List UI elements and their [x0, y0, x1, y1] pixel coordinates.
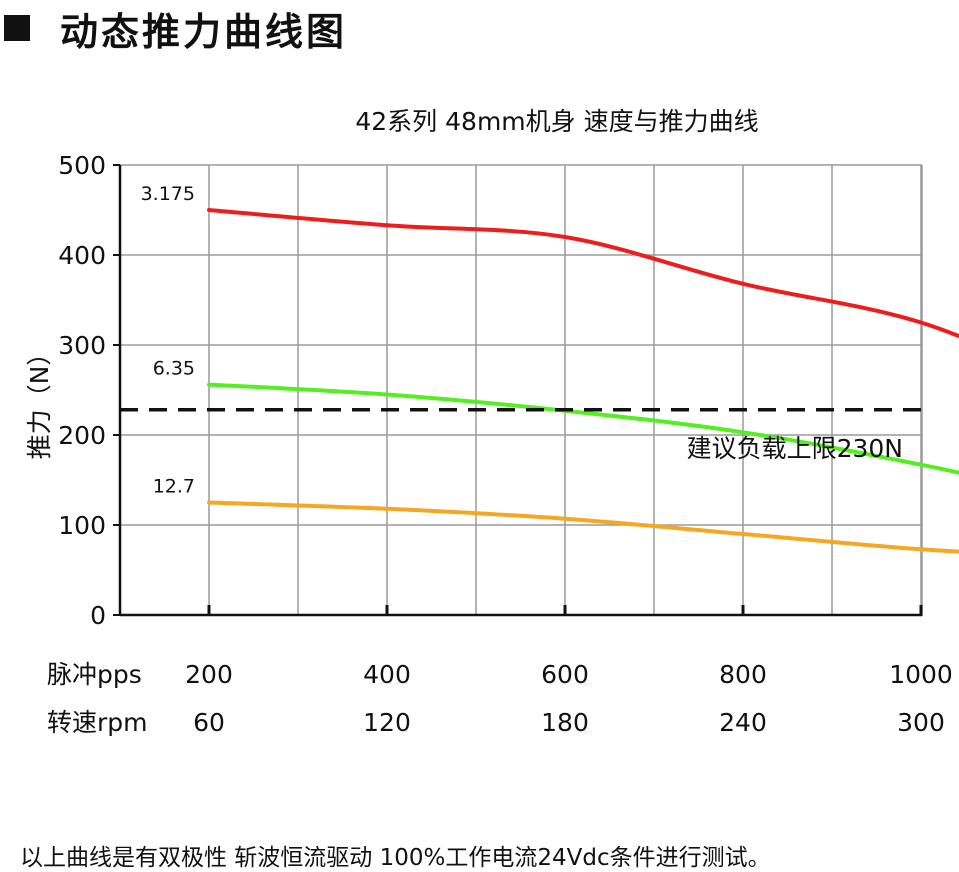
series-label-3: 12.7 [153, 476, 195, 498]
x-tick-label: 240 [719, 708, 767, 737]
x-tick-label: 120 [363, 708, 411, 737]
heading-text: 动态推力曲线图 [60, 9, 348, 54]
section-heading: 动态推力曲线图 [0, 2, 347, 54]
x-tick-label: 600 [541, 660, 589, 689]
y-axis-label: 推力（N） [25, 341, 54, 460]
y-tick-label: 200 [58, 421, 106, 450]
y-tick-label: 500 [58, 151, 106, 180]
series-label-2: 6.35 [153, 358, 195, 380]
x-row-label: 转速rpm [47, 708, 148, 737]
x-tick-label: 180 [541, 708, 589, 737]
x-tick-label: 200 [185, 660, 233, 689]
series-line-3 [207, 500, 959, 554]
y-tick-label: 400 [58, 241, 106, 270]
y-tick-label: 0 [90, 601, 106, 630]
x-row-label: 脉冲pps [47, 660, 142, 689]
series-label-1: 3.175 [141, 183, 195, 205]
test-conditions-note: 以上曲线是有双极性 斩波恒流驱动 100%工作电流24Vdc条件进行测试。 [20, 845, 771, 871]
series-line-1 [207, 208, 959, 339]
load-limit-label: 建议负载上限230N [687, 434, 903, 463]
chart-title: 42系列 48mm机身 速度与推力曲线 [355, 107, 758, 136]
x-tick-label: 400 [363, 660, 411, 689]
square-bullet-icon [4, 15, 30, 41]
series-line-2 [207, 382, 959, 475]
x-tick-label: 800 [719, 660, 767, 689]
x-tick-label: 60 [193, 708, 225, 737]
y-tick-label: 100 [58, 511, 106, 540]
thrust-chart: 0 100 200 300 400 500 推力（N） 42系列 48mm机身 速度与推力曲线… [25, 107, 959, 737]
x-tick-label: 1000 [889, 660, 953, 689]
y-tick-label: 300 [58, 331, 106, 360]
x-tick-label: 300 [897, 708, 945, 737]
